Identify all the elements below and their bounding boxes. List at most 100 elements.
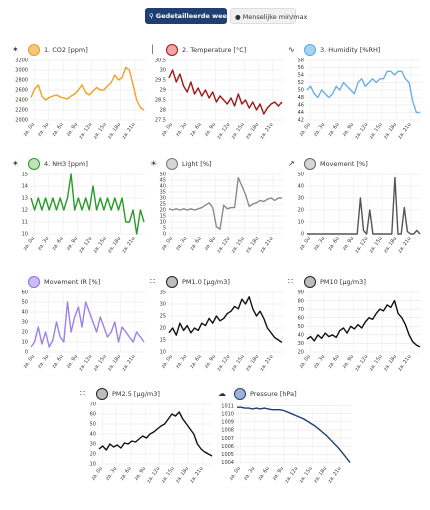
series-color-toggle[interactable] [166,158,178,170]
x-tick-label: za. 0u [22,122,36,138]
y-tick-label: 90 [298,290,304,296]
y-tick-label: 30 [160,196,166,202]
y-tick-label: 29 [160,88,166,94]
human-minmax-label: Menselijke min/max [242,13,308,21]
y-tick-label: 60 [90,412,96,418]
x-tick-label: za. 6u [51,236,65,252]
series-color-toggle[interactable] [166,44,178,56]
y-tick-label: 20 [298,350,304,356]
x-tick-label: za. 15u [92,236,107,255]
y-tick-label: 40 [160,184,166,190]
y-tick-label: 50 [298,324,304,330]
y-tick-label: 50 [90,422,96,428]
y-tick-label: 1007 [221,436,234,442]
x-tick-label: za. 21u [121,236,136,255]
y-tick-label: 70 [298,307,304,313]
toolbar: ⚲ Gedetailleerde weergave ● Menselijke min… [0,8,430,26]
chart-header: ∿ 3. Humidity [%RH] [288,44,428,58]
y-tick-label: 28.5 [155,98,166,104]
chart-panel-pm10: ∷ PM10 [µg/m3] 90 80 70 60 50 40 30 20 za. 0u za. 3… [288,276,423,386]
y-tick-label: 40 [90,432,96,438]
x-tick-label: za. 18u [245,236,260,255]
x-tick-label: za. 18u [107,354,122,373]
thermometer-icon: │ [150,45,155,54]
y-tick-label: 35 [160,290,166,296]
y-tick-label: 54 [298,73,304,79]
series-color-toggle[interactable] [28,44,40,56]
x-tick-label: za. 15u [92,122,107,141]
y-tick-label: 0 [301,232,304,238]
series-line [306,299,421,348]
y-tick-label: 70 [90,402,96,408]
x-tick-label: za. 3u [175,354,189,370]
x-tick-label: za. 18u [245,122,260,141]
y-tick-label: 3200 [15,58,28,64]
detailed-view-label: Gedetailleerde weergave [155,12,248,20]
x-tick-label: za. 6u [257,466,271,482]
x-tick-label: za. 21u [121,354,136,373]
chart-header: ∷ PM2.5 [µg/m3] [80,388,220,402]
chart-header: ✶ 4. NH3 [ppm] [12,158,152,172]
y-tick-label: 1009 [221,420,234,426]
series-color-toggle[interactable] [28,158,40,170]
chart-title: PM2.5 [µg/m3] [112,390,160,398]
detailed-view-button[interactable]: ⚲ Gedetailleerde weergave [145,8,248,24]
y-tick-label: 30 [22,320,28,326]
x-tick-label: za. 3u [37,122,51,138]
y-tick-label: 25 [160,202,166,208]
chart-panel-humidity: ∿ 3. Humidity [%RH] 58 56 54 52 50 48 46 44 42 za. … [288,44,423,154]
series-color-toggle[interactable] [304,158,316,170]
chart-header: ↗ Movement [%] [288,158,428,172]
series-color-toggle[interactable] [234,388,246,400]
chart-panel-movement: ↗ Movement [%] 50 40 30 20 10 0 za. 0u za. 3u za. … [288,158,423,268]
y-tick-label: 2000 [15,118,28,124]
y-tick-label: 56 [298,65,304,71]
x-tick-label: za. 0u [298,122,312,138]
y-tick-label: 45 [160,178,166,184]
x-tick-label: za. 6u [51,122,65,138]
y-tick-label: 30 [160,68,166,74]
y-tick-label: 44 [298,110,304,116]
chart-header: Movement IR [%] [12,276,152,290]
x-tick-label: za. 15u [230,122,245,141]
x-tick-label: za. 6u [119,466,133,482]
series-color-toggle[interactable] [304,44,316,56]
series-color-toggle[interactable] [304,276,316,288]
chart-panel-co2: ✶ 1. CO2 [ppm] 3200 3000 2800 2600 2400 2200 200… [12,44,147,154]
y-tick-label: 20 [22,330,28,336]
x-tick-label: za. 6u [189,236,203,252]
x-tick-label: za. 21u [327,466,342,485]
chart-plot: 30.5 30 29.5 29 28.5 28 27.5za. 0u za. 3u za. 6u… [155,58,283,141]
y-tick-label: 10 [22,340,28,346]
chart-title: 2. Temperature [°C] [182,46,247,54]
human-minmax-button[interactable]: ● Menselijke min/max [230,8,307,24]
x-tick-label: za. 18u [245,354,260,373]
y-tick-label: 60 [298,315,304,321]
y-tick-label: 1004 [221,460,234,466]
y-tick-label: 10 [22,232,28,238]
x-tick-label: za. 18u [313,466,328,485]
series-color-toggle[interactable] [166,276,178,288]
x-tick-label: za. 18u [107,236,122,255]
x-tick-label: za. 15u [230,236,245,255]
series-color-toggle[interactable] [96,388,108,400]
y-tick-label: 60 [22,290,28,296]
y-tick-label: 15 [160,214,166,220]
chart-panel-temperature: │ 2. Temperature [°C] 30.5 30 29.5 29 28.5 28 27… [150,44,285,154]
x-tick-label: za. 12u [216,236,231,255]
y-tick-label: 15 [160,338,166,344]
series-color-toggle[interactable] [28,276,40,288]
y-tick-label: 30 [298,196,304,202]
y-tick-label: 0 [25,350,28,356]
x-tick-label: za. 21u [397,354,412,373]
x-tick-label: za. 15u [160,466,175,485]
y-tick-label: 50 [298,88,304,94]
x-tick-label: za. 9u [65,236,79,252]
x-tick-label: za. 3u [313,236,327,252]
x-tick-label: za. 12u [284,466,299,485]
